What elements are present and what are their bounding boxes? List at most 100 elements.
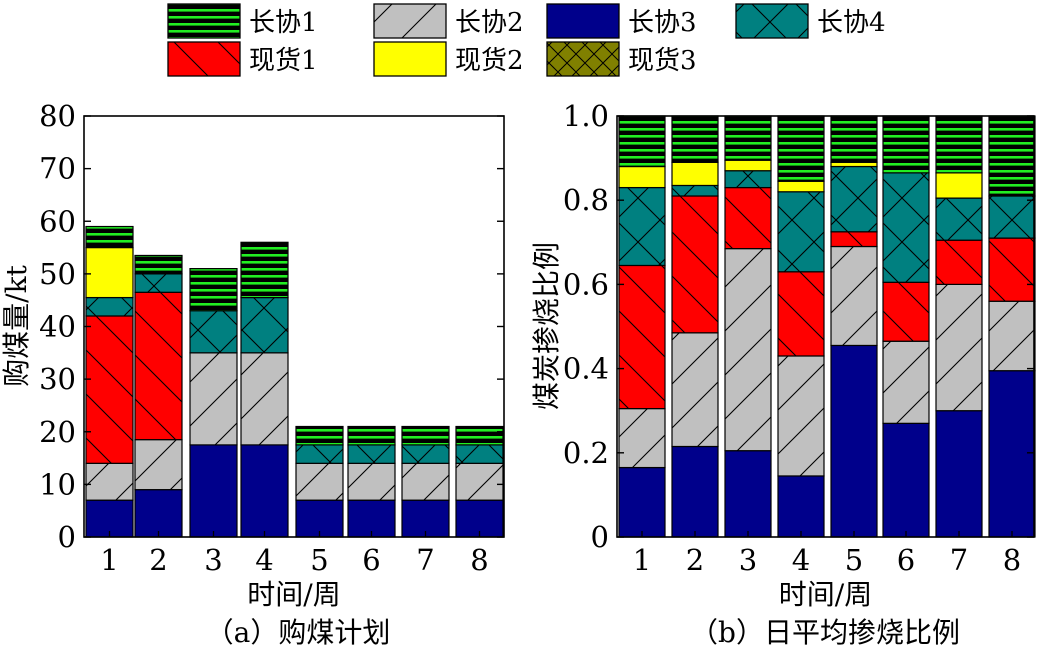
x-tick-label: 3 [739, 543, 757, 577]
y-tick-label: 0.6 [563, 267, 609, 301]
bar-长协4-week-5 [295, 444, 344, 464]
y-tick-label: 70 [39, 152, 76, 186]
bar-长协4-week-8 [988, 195, 1036, 239]
x-tick-label: 5 [845, 543, 863, 577]
bar-长协4-week-6 [882, 172, 930, 283]
x-axis-label: 时间/周 [247, 578, 340, 611]
panel-caption: （b）日平均掺烧比例 [690, 616, 960, 649]
plot-frame [616, 115, 1035, 538]
bar-长协3-week-3 [189, 444, 238, 538]
legend-label-lc1: 长协1 [249, 8, 318, 38]
y-tick-label: 0.4 [563, 352, 609, 386]
bar-长协4-week-1 [618, 186, 666, 267]
y-axis-label: 煤炭掺烧比例 [530, 242, 563, 410]
bar-长协2-week-1 [618, 407, 666, 469]
bar-长协4-week-3 [724, 170, 772, 189]
legend-label-lc3: 长协3 [628, 8, 697, 38]
bar-长协1-week-1 [618, 115, 666, 168]
bar-长协2-week-8 [988, 300, 1036, 372]
x-tick-label: 1 [100, 543, 118, 577]
bar-长协4-week-2 [134, 273, 183, 293]
bar-长协1-week-2 [671, 115, 719, 163]
bar-现货1-week-2 [134, 291, 183, 441]
bar-长协2-week-2 [671, 332, 719, 448]
x-tick-label: 7 [416, 543, 434, 577]
bar-长协1-week-4 [777, 115, 825, 182]
bar-长协1-week-3 [724, 115, 772, 161]
legend-label-xh1: 现货1 [249, 46, 318, 76]
bar-长协1-week-5 [830, 115, 878, 163]
bar-长协3-week-5 [830, 344, 878, 538]
bar-现货1-week-7 [935, 239, 983, 286]
bar-长协4-week-1 [85, 296, 134, 317]
bar-长协1-week-2 [134, 254, 183, 275]
x-axis-label: 时间/周 [779, 578, 872, 611]
x-tick-label: 2 [149, 543, 167, 577]
x-tick-label: 3 [204, 543, 222, 577]
bar-长协2-week-8 [455, 462, 504, 501]
bar-长协3-week-8 [988, 370, 1036, 538]
legend-label-lc4: 长协4 [817, 8, 886, 38]
bar-现货1-week-1 [85, 315, 134, 464]
bar-长协1-week-4 [240, 241, 289, 299]
bar-长协1-week-6 [347, 425, 396, 446]
x-tick-label: 1 [633, 543, 651, 577]
bar-长协2-week-3 [189, 352, 238, 446]
bar-长协4-week-2 [671, 184, 719, 197]
bar-长协3-week-7 [935, 410, 983, 538]
bar-现货2-week-1 [85, 246, 134, 299]
panel-caption: （a）购煤计划 [206, 616, 391, 649]
bar-现货2-week-1 [618, 165, 666, 189]
bar-长协2-week-5 [830, 245, 878, 347]
y-tick-label: 0 [591, 520, 609, 554]
bar-长协4-week-7 [401, 444, 450, 464]
bar-长协1-week-1 [85, 225, 134, 249]
x-tick-label: 2 [686, 543, 704, 577]
bar-长协1-week-8 [455, 425, 504, 446]
x-tick-label: 4 [792, 543, 810, 577]
y-tick-label: 0.2 [563, 436, 609, 470]
bar-长协3-week-1 [618, 466, 666, 538]
legend-swatch-lc1 [167, 3, 241, 39]
legend-swatch-xh2 [373, 41, 447, 77]
bar-现货1-week-6 [882, 281, 930, 342]
legend: 长协1 长协2 长协3 长协4 现货1 现货2 现货3 [167, 3, 886, 77]
bar-长协3-week-4 [777, 475, 825, 538]
y-tick-label: 40 [39, 310, 76, 344]
legend-label-lc2: 长协2 [455, 8, 524, 38]
y-tick-label: 10 [39, 467, 76, 501]
y-tick-label: 30 [39, 362, 76, 396]
bar-长协2-week-1 [85, 462, 134, 501]
bar-长协2-week-7 [401, 462, 450, 501]
bar-长协2-week-4 [777, 355, 825, 477]
x-tick-label: 6 [897, 543, 915, 577]
bar-长协4-week-6 [347, 444, 396, 464]
legend-swatch-lc4 [735, 3, 809, 39]
bar-长协3-week-5 [295, 499, 344, 538]
bar-长协4-week-4 [777, 191, 825, 273]
bar-长协2-week-6 [347, 462, 396, 501]
y-tick-label: 50 [39, 257, 76, 291]
bar-现货2-week-7 [935, 172, 983, 199]
bar-长协2-week-7 [935, 283, 983, 412]
legend-label-xh2: 现货2 [455, 46, 524, 76]
y-axis-label: 购煤量/kt [0, 264, 33, 386]
x-tick-label: 4 [255, 543, 273, 577]
x-tick-label: 8 [1003, 543, 1021, 577]
bar-长协1-week-5 [295, 425, 344, 446]
bar-现货1-week-2 [671, 195, 719, 334]
bar-现货1-week-4 [777, 271, 825, 357]
legend-swatch-lc3 [546, 3, 620, 39]
bar-长协1-week-7 [935, 115, 983, 174]
bar-现货1-week-3 [724, 186, 772, 250]
bar-长协2-week-6 [882, 340, 930, 424]
x-tick-label: 5 [310, 543, 328, 577]
y-tick-label: 1.0 [563, 99, 609, 133]
bar-长协1-week-6 [882, 115, 930, 174]
bar-长协4-week-3 [189, 310, 238, 354]
y-tick-label: 0.8 [563, 183, 609, 217]
bar-长协3-week-6 [882, 422, 930, 538]
bar-长协4-week-4 [240, 296, 289, 354]
